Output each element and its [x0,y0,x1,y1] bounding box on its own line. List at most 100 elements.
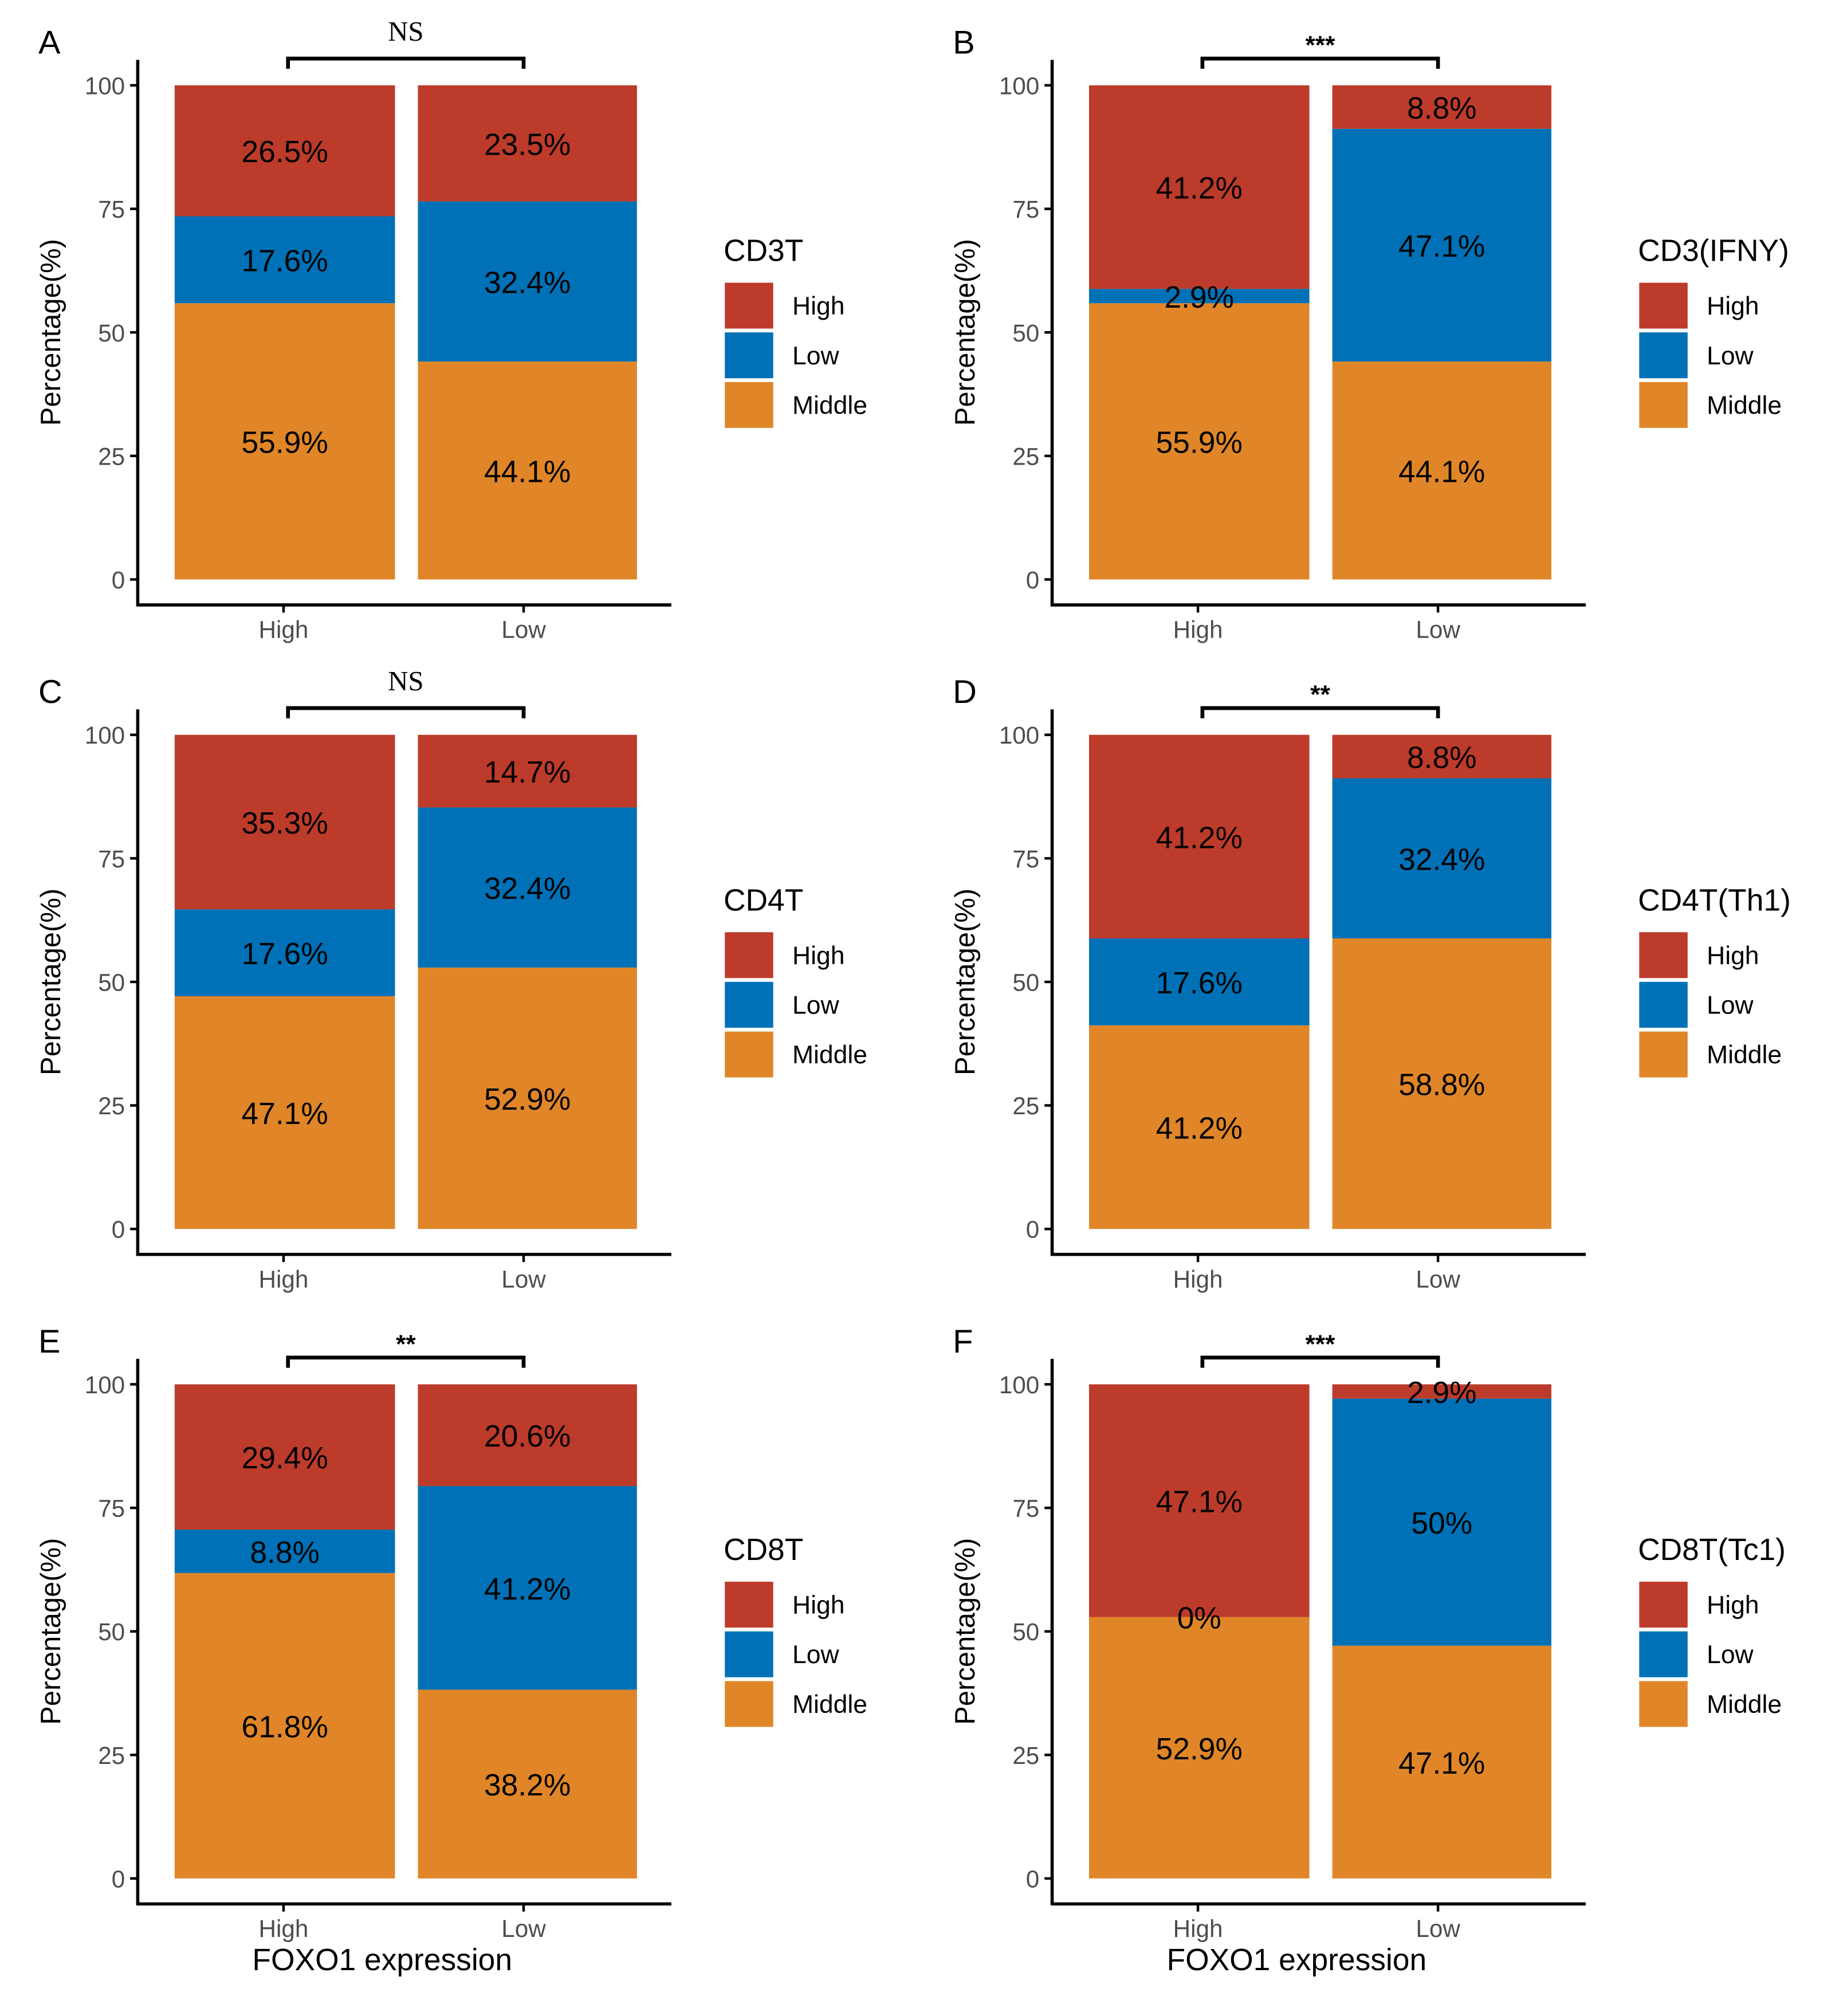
bar-segment-middle-high [174,996,395,1229]
bar-segment-middle-high [1088,1025,1310,1229]
legend-label: Low [792,992,839,1020]
panel-E: E 61.8% 8.8% 29.4% High 38.2% 41.2% 20.6% Low 0 25… [36,1323,867,1977]
legend-key-middle [1639,1681,1688,1727]
legend-title: CD8T(Tc1) [1638,1533,1786,1567]
significance-bracket [286,706,526,718]
data-label: 8.8% [250,1536,320,1570]
data-label: 29.4% [242,1441,328,1475]
legend-key-low [725,332,773,379]
significance-label: NS [388,15,424,47]
bar-segment-high-low [1332,734,1551,779]
bar-segment-low-high [1088,938,1310,1025]
data-label: 47.1% [1398,1747,1485,1781]
y-axis-title: Percentage(%) [950,239,981,426]
y-tick-label: 0 [112,1216,125,1243]
x-axis-title: FOXO1 expression [252,1943,512,1977]
data-label: 14.7% [484,756,571,789]
data-label: 8.8% [1407,741,1477,775]
panel-letter: D [953,674,977,710]
legend-key-low [1639,1631,1688,1677]
legend-title: CD3(IFNY) [1638,234,1789,268]
legend-label: Middle [792,1691,867,1719]
panel-letter: E [38,1323,61,1360]
data-label: 47.1% [1156,1486,1243,1519]
bar-segment-low-low [1332,128,1551,362]
bar-segment-middle-low [418,361,637,580]
significance-bracket [1200,1355,1440,1368]
significance-label: NS [388,665,424,697]
y-tick-label: 75 [98,846,125,873]
panel-C: C 47.1% 17.6% 35.3% High 52.9% 32.4% 14.7% Low 0 2… [36,665,867,1293]
data-label: 41.2% [1156,1112,1243,1146]
legend-label: Low [1707,1641,1754,1669]
data-label: 23.5% [484,128,571,162]
legend-key-high [1639,1581,1688,1628]
y-axis-title: Percentage(%) [36,1538,66,1725]
significance-label: ** [396,1330,416,1358]
data-label: 47.1% [1398,230,1485,264]
data-label: 32.4% [484,266,571,300]
y-tick-label: 50 [1012,320,1039,347]
legend-label: High [1707,1591,1759,1620]
x-tick-label: High [259,1915,309,1942]
legend-key-high [725,282,773,329]
bar-segment-low-high [174,909,395,996]
significance-bracket [286,1355,526,1368]
legend-label: Low [792,1641,839,1669]
significance-bracket [286,56,526,69]
x-tick-label: High [1173,1266,1223,1292]
bar-segment-middle-high [174,1573,395,1879]
y-axis-title: Percentage(%) [950,889,981,1075]
legend-label: High [1707,942,1759,970]
x-tick-label: High [259,616,309,643]
bar-segment-low-high [174,216,395,304]
bar-segment-high-low [418,734,637,808]
bar-segment-high-low [1332,1384,1551,1399]
y-axis-title: Percentage(%) [36,889,66,1075]
panel-B: B 55.9% 2.9% 41.2% High 44.1% 47.1% 8.8% Low 0 25 5… [950,24,1789,643]
data-label: 44.1% [1398,455,1485,489]
bar-segment-low-low [1332,1398,1551,1646]
y-tick-label: 50 [98,320,125,347]
y-tick-label: 100 [999,73,1039,100]
legend-label: Middle [1707,1691,1782,1719]
x-axis-title: FOXO1 expression [1167,1943,1427,1977]
panel-letter: F [953,1323,973,1360]
data-label: 52.9% [1156,1732,1243,1766]
data-label: 17.6% [242,937,328,971]
legend-key-high [1639,282,1688,329]
legend-key-low [725,1631,773,1677]
legend-title: CD4T [724,883,803,917]
y-tick-label: 0 [1026,1865,1039,1892]
bar-segment-high-high [174,734,395,910]
legend-label: Low [792,342,839,370]
legend-label: Middle [792,391,867,419]
y-tick-label: 100 [85,722,125,749]
bar-segment-high-low [418,85,637,202]
panel-letter: C [38,674,62,710]
y-tick-label: 0 [1026,567,1039,594]
x-tick-label: High [1173,616,1223,643]
bar-segment-low-low [418,201,637,362]
y-tick-label: 0 [112,567,125,594]
y-tick-label: 100 [999,722,1039,749]
y-tick-label: 100 [999,1371,1039,1398]
y-tick-label: 25 [1012,443,1039,470]
data-label: 55.9% [242,426,328,459]
bar-segment-low-high [174,1529,395,1573]
y-axis-title: Percentage(%) [950,1538,981,1725]
x-tick-label: Low [1416,616,1460,643]
significance-label: ** [1310,681,1330,709]
bar-segment-middle-low [418,1689,637,1879]
panel-F: F 52.9% 0% 47.1% High 47.1% 50% 2.9% Low 0 25 50 75 1… [950,1323,1786,1977]
y-tick-label: 25 [98,443,125,470]
y-tick-label: 50 [98,1618,125,1645]
significance-label: *** [1306,1330,1336,1358]
legend-key-high [1639,932,1688,978]
data-label: 17.6% [1156,966,1243,1000]
y-tick-label: 25 [98,1742,125,1769]
significance-label: *** [1306,31,1336,59]
panel-letter: A [38,24,61,61]
bar-segment-middle-low [1332,938,1551,1229]
